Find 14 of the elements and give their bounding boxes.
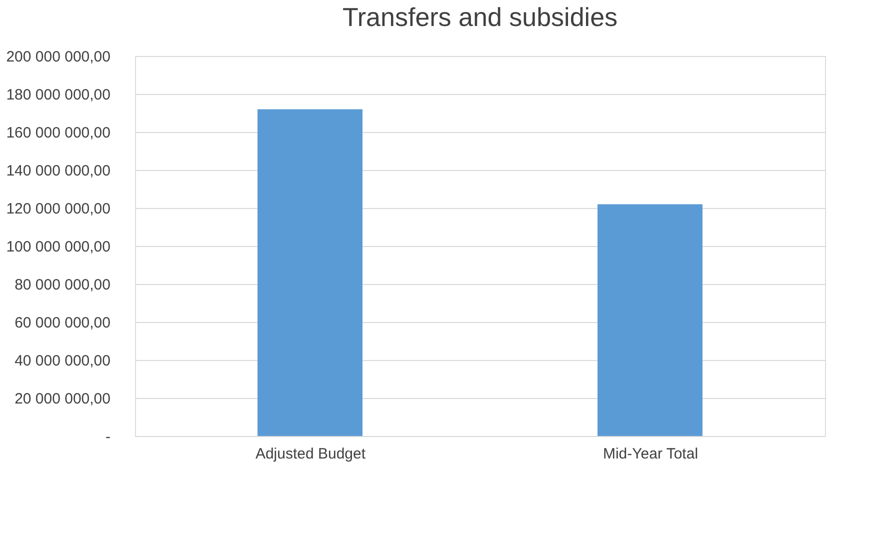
y-tick-label: 40 000 000,00	[14, 352, 110, 370]
x-tick-label: Mid-Year Total	[602, 446, 698, 462]
y-tick-label: 20 000 000,00	[14, 390, 110, 408]
y-tick-label: -	[106, 428, 110, 446]
y-tick-label: 120 000 000,00	[6, 200, 110, 218]
chart-title: Transfers and subsidies	[342, 2, 618, 32]
y-tick-label: 60 000 000,00	[14, 314, 110, 332]
y-tick-label: 100 000 000,00	[6, 238, 110, 256]
y-tick-label: 140 000 000,00	[6, 162, 110, 180]
y-tick-label: 160 000 000,00	[6, 124, 110, 142]
y-tick-label: 80 000 000,00	[14, 276, 110, 294]
x-tick-label: Adjusted Budget	[255, 446, 366, 462]
y-tick-label: 200 000 000,00	[6, 48, 110, 66]
y-tick-label: 180 000 000,00	[6, 86, 110, 104]
